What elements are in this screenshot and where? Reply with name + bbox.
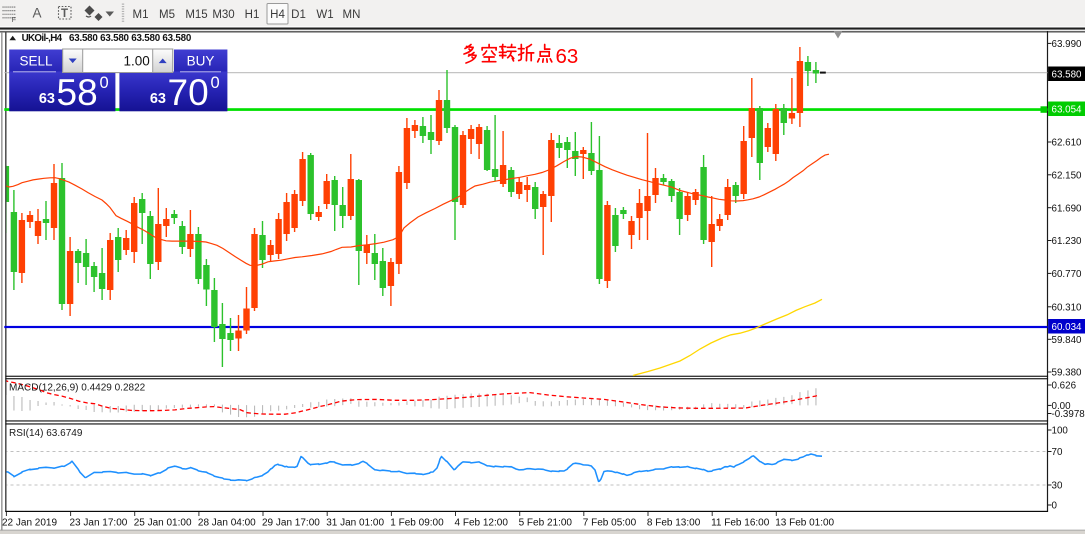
svg-text:0: 0 (1052, 501, 1058, 512)
svg-text:F: F (12, 15, 17, 24)
svg-text:SELL: SELL (19, 53, 53, 68)
svg-text:59.840: 59.840 (1052, 335, 1083, 346)
svg-text:0: 0 (100, 74, 109, 92)
svg-text:11 Feb 16:00: 11 Feb 16:00 (711, 518, 770, 529)
svg-text:63: 63 (39, 91, 55, 107)
svg-text:62.610: 62.610 (1052, 138, 1083, 149)
svg-text:MACD(12,26,9) 0.4429 0.2822: MACD(12,26,9) 0.4429 0.2822 (9, 382, 146, 393)
svg-text:61.690: 61.690 (1052, 203, 1083, 214)
svg-text:63.054: 63.054 (1052, 104, 1083, 115)
svg-text:UKOil-,H4: UKOil-,H4 (22, 33, 63, 44)
svg-text:7 Feb 05:00: 7 Feb 05:00 (583, 518, 637, 529)
svg-text:T: T (61, 8, 68, 20)
svg-text:100: 100 (1052, 426, 1069, 437)
svg-text:0.00: 0.00 (1052, 401, 1072, 412)
svg-text:62.150: 62.150 (1052, 170, 1083, 181)
svg-text:31 Jan 01:00: 31 Jan 01:00 (326, 518, 384, 529)
svg-text:63.580: 63.580 (1052, 69, 1083, 80)
svg-text:23 Jan 17:00: 23 Jan 17:00 (70, 518, 128, 529)
svg-text:0: 0 (211, 74, 220, 92)
svg-text:63.990: 63.990 (1052, 39, 1083, 50)
svg-text:70: 70 (168, 72, 209, 113)
svg-text:0.626: 0.626 (1052, 381, 1077, 392)
svg-text:-0.3978: -0.3978 (1052, 409, 1085, 420)
svg-text:M15: M15 (185, 9, 207, 21)
svg-text:RSI(14) 63.6749: RSI(14) 63.6749 (9, 428, 83, 439)
svg-text:22 Jan 2019: 22 Jan 2019 (2, 518, 57, 529)
svg-text:A: A (33, 6, 42, 21)
svg-text:H4: H4 (270, 9, 285, 21)
svg-text:29 Jan 17:00: 29 Jan 17:00 (262, 518, 320, 529)
svg-text:28 Jan 04:00: 28 Jan 04:00 (198, 518, 256, 529)
svg-text:1 Feb 09:00: 1 Feb 09:00 (390, 518, 444, 529)
svg-text:63.580 63.580 63.580 63.580: 63.580 63.580 63.580 63.580 (69, 33, 192, 44)
svg-text:BUY: BUY (187, 53, 215, 68)
svg-text:25 Jan 01:00: 25 Jan 01:00 (134, 518, 192, 529)
svg-text:1.00: 1.00 (124, 53, 150, 68)
svg-text:M5: M5 (159, 9, 175, 21)
svg-text:8 Feb 13:00: 8 Feb 13:00 (647, 518, 701, 529)
svg-text:H1: H1 (245, 9, 260, 21)
svg-text:61.230: 61.230 (1052, 236, 1083, 247)
svg-text:63: 63 (556, 45, 579, 68)
svg-text:63: 63 (150, 91, 166, 107)
svg-text:D1: D1 (291, 9, 306, 21)
svg-text:MN: MN (343, 9, 361, 21)
svg-text:W1: W1 (316, 9, 333, 21)
svg-text:60.034: 60.034 (1052, 322, 1083, 333)
svg-text:M1: M1 (133, 9, 149, 21)
svg-text:59.380: 59.380 (1052, 368, 1083, 379)
svg-text:30: 30 (1052, 481, 1063, 492)
svg-text:60.770: 60.770 (1052, 269, 1083, 280)
svg-text:70: 70 (1052, 447, 1063, 458)
svg-text:M30: M30 (212, 9, 234, 21)
svg-text:60.310: 60.310 (1052, 302, 1083, 313)
svg-text:5 Feb 21:00: 5 Feb 21:00 (519, 518, 573, 529)
svg-text:58: 58 (57, 72, 98, 113)
svg-text:13 Feb 01:00: 13 Feb 01:00 (775, 518, 834, 529)
svg-text:4 Feb 12:00: 4 Feb 12:00 (455, 518, 509, 529)
